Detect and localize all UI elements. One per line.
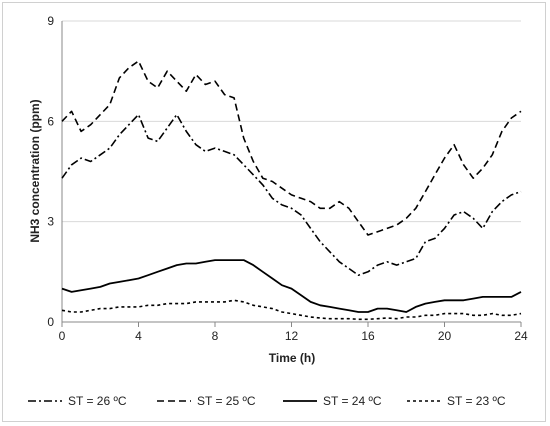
y-tick-label: 3	[47, 215, 54, 229]
legend-label-2: ST = 24 ºC	[323, 394, 382, 408]
x-tick-label: 16	[361, 329, 375, 343]
series-line-1	[61, 60, 522, 236]
x-tick-label: 12	[285, 329, 299, 343]
series-lines	[61, 60, 522, 321]
series-line-2	[61, 259, 522, 313]
y-axis-title: NH3 concentration (ppm)	[28, 99, 42, 242]
x-tick-label: 0	[59, 329, 66, 343]
gridlines	[62, 20, 521, 223]
series-line-3	[61, 299, 522, 321]
series-line-0	[61, 113, 522, 277]
chart-frame	[2, 2, 546, 422]
legend: ST = 26 ºC ST = 25 ºC ST = 24 ºC ST = 23 ºC	[28, 394, 506, 408]
x-tick-label: 4	[135, 329, 142, 343]
x-axis-title: Time (h)	[269, 351, 315, 365]
x-tick-label: 24	[514, 329, 528, 343]
y-tick-label: 9	[47, 14, 54, 28]
y-tick-label: 0	[47, 315, 54, 329]
x-tick-label: 20	[438, 329, 452, 343]
legend-label-1: ST = 25 ºC	[197, 394, 256, 408]
axes	[61, 21, 522, 327]
y-tick-label: 6	[47, 114, 54, 128]
legend-label-0: ST = 26 ºC	[68, 394, 127, 408]
legend-label-3: ST = 23 ºC	[447, 394, 506, 408]
y-tick-labels: 0 3 6 9	[47, 14, 54, 329]
x-tick-labels: 0 4 8 12 16 20 24	[59, 329, 528, 343]
x-tick-label: 8	[212, 329, 219, 343]
